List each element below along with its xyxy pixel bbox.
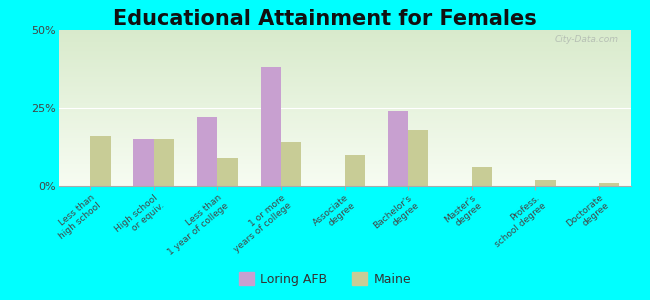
Bar (408, 130, 428, 186)
Bar (535, 180, 556, 186)
Bar (281, 142, 302, 186)
Bar (387, 111, 408, 186)
Legend: Loring AFB, Maine: Loring AFB, Maine (234, 267, 416, 291)
Bar (154, 139, 174, 186)
Text: Educational Attainment for Females: Educational Attainment for Females (113, 9, 537, 29)
Bar (90, 136, 110, 186)
Bar (217, 158, 238, 186)
Bar (197, 117, 217, 186)
Bar (472, 167, 492, 186)
Text: City-Data.com: City-Data.com (555, 35, 619, 44)
Bar (261, 68, 281, 186)
Bar (133, 139, 154, 186)
Bar (344, 155, 365, 186)
Bar (599, 183, 619, 186)
